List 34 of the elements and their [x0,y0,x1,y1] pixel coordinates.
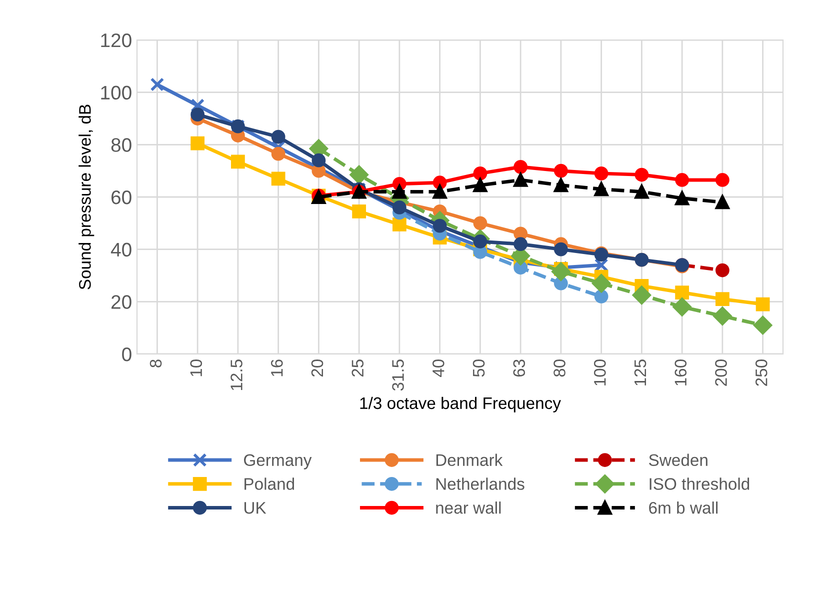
x-tick-label: 8 [150,360,162,368]
x-tick-label: 125 [634,360,646,386]
legend-label: Netherlands [436,478,524,490]
legend-label: UK [244,502,266,514]
y-tick-label: 120 [101,33,132,48]
x-tick-label: 63 [513,360,526,377]
legend-label: Germany [244,454,312,470]
legend-label: Denmark [436,454,503,466]
x-tick-label: 31.5 [392,360,404,391]
legend-label: ISO threshold [650,478,750,490]
y-axis-title: Sound pressure level, dB [78,104,94,290]
x-tick-label: 250 [755,360,768,386]
legend-label: Poland [244,478,294,490]
x-tick-label: 20 [311,360,324,377]
legend-label: Sweden [649,454,708,466]
y-tick-label: 60 [112,190,132,204]
y-tick-label: 20 [111,295,132,309]
x-tick-label: 10 [190,360,202,376]
legend-label: near wall [436,502,501,514]
x-tick-label: 12.5 [230,360,242,390]
x-tick-label: 16 [270,360,283,376]
y-tick-label: 40 [110,242,132,257]
legend-label: 6m b wall [649,502,718,514]
x-tick-label: 100 [594,360,606,386]
x-tick-label: 160 [674,360,687,386]
y-tick-label: 0 [122,347,132,362]
x-tick-label: 25 [352,360,364,377]
x-axis-title: 1/3 octave band Frequency [360,396,561,412]
x-tick-label: 200 [715,360,727,386]
y-tick-label: 100 [101,86,132,100]
x-tick-label: 40 [432,360,444,378]
y-tick-label: 80 [111,138,132,152]
x-tick-label: 80 [554,360,566,377]
x-tick-label: 50 [472,360,485,377]
